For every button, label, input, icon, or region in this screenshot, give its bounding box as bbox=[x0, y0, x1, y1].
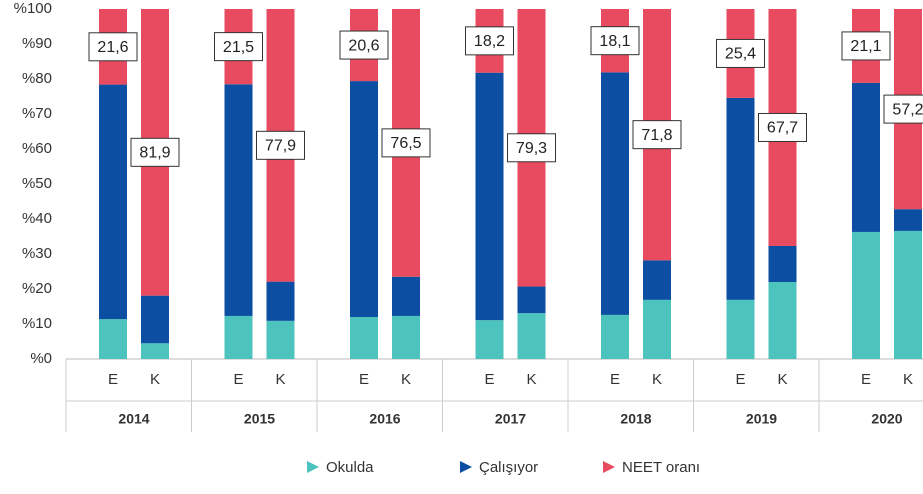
x-tick-label: K bbox=[150, 371, 160, 388]
y-tick-label: %90 bbox=[22, 35, 52, 52]
x-tick-label: E bbox=[610, 371, 620, 388]
value-label: 20,6 bbox=[348, 37, 379, 54]
legend-marker bbox=[603, 461, 615, 473]
value-label: 57,2 bbox=[892, 101, 923, 118]
value-label: 71,8 bbox=[641, 127, 672, 144]
value-label: 76,5 bbox=[390, 135, 421, 152]
value-label: 25,4 bbox=[725, 46, 756, 63]
bar-segment bbox=[99, 84, 127, 320]
bar-segment bbox=[726, 97, 755, 300]
legend-marker bbox=[307, 461, 319, 473]
group-label: 2018 bbox=[620, 411, 651, 427]
y-tick-label: %0 bbox=[30, 350, 52, 367]
value-label-box bbox=[88, 32, 138, 62]
group-label: 2017 bbox=[495, 411, 526, 427]
x-tick-label: K bbox=[401, 371, 411, 388]
value-label-box bbox=[130, 137, 180, 167]
bar-segment bbox=[601, 314, 629, 359]
x-tick-label: K bbox=[777, 371, 787, 388]
value-label: 18,2 bbox=[474, 33, 505, 50]
bar-segment bbox=[392, 276, 420, 316]
y-tick-label: %80 bbox=[22, 70, 52, 87]
y-tick-label: %30 bbox=[22, 245, 52, 262]
value-label-box bbox=[590, 26, 640, 56]
bar-segment bbox=[643, 299, 671, 359]
bar-segment bbox=[894, 209, 922, 231]
value-label-box bbox=[381, 128, 431, 158]
value-label-box bbox=[339, 30, 389, 60]
bar-segment bbox=[392, 315, 420, 359]
group-label: 2016 bbox=[369, 411, 400, 427]
bar-segment bbox=[852, 82, 880, 232]
value-label-box bbox=[883, 94, 923, 124]
x-tick-label: E bbox=[484, 371, 494, 388]
group-label: 2019 bbox=[746, 411, 777, 427]
group-label: 2014 bbox=[118, 411, 149, 427]
x-tick-label: K bbox=[275, 371, 285, 388]
value-label-box bbox=[841, 31, 891, 61]
value-label-box bbox=[632, 120, 682, 150]
bar-segment bbox=[475, 320, 504, 359]
y-tick-label: %50 bbox=[22, 175, 52, 192]
bar-segment bbox=[768, 282, 797, 359]
bar-segment bbox=[852, 231, 880, 359]
value-label: 81,9 bbox=[139, 145, 170, 162]
bar-segment bbox=[141, 343, 169, 359]
value-label: 77,9 bbox=[265, 138, 296, 155]
value-label-box bbox=[214, 32, 263, 62]
bar-segment bbox=[224, 315, 253, 359]
value-label-box bbox=[507, 133, 556, 163]
bar-segment bbox=[266, 320, 295, 359]
y-tick-label: %100 bbox=[14, 0, 52, 17]
value-label-box bbox=[716, 38, 765, 68]
legend-label: NEET oranı bbox=[622, 459, 700, 476]
x-tick-label: K bbox=[652, 371, 662, 388]
legend-label: Okulda bbox=[326, 459, 374, 476]
x-tick-label: E bbox=[861, 371, 871, 388]
value-label: 79,3 bbox=[516, 140, 547, 157]
y-tick-label: %70 bbox=[22, 105, 52, 122]
value-label: 21,5 bbox=[223, 39, 254, 56]
y-tick-label: %40 bbox=[22, 210, 52, 227]
y-tick-label: %20 bbox=[22, 280, 52, 297]
bar-segment bbox=[643, 260, 671, 300]
value-label: 21,6 bbox=[97, 39, 128, 56]
value-label: 18,1 bbox=[599, 33, 630, 50]
value-label: 21,1 bbox=[850, 38, 881, 55]
bar-segment bbox=[350, 317, 378, 359]
x-tick-label: K bbox=[526, 371, 536, 388]
bar-segment bbox=[224, 84, 253, 316]
bar-segment bbox=[517, 286, 546, 314]
x-tick-label: E bbox=[359, 371, 369, 388]
y-tick-label: %10 bbox=[22, 315, 52, 332]
x-tick-label: E bbox=[233, 371, 243, 388]
bar-segment bbox=[350, 81, 378, 317]
group-label: 2015 bbox=[244, 411, 275, 427]
group-label: 2020 bbox=[871, 411, 902, 427]
bar-segment bbox=[601, 72, 629, 315]
bar-segment bbox=[517, 313, 546, 359]
value-label-box bbox=[465, 26, 514, 56]
bar-segment bbox=[894, 230, 922, 359]
bar-segment bbox=[768, 245, 797, 282]
legend-marker bbox=[460, 461, 472, 473]
x-tick-label: K bbox=[903, 371, 913, 388]
value-label-box bbox=[758, 112, 807, 142]
bar-segment bbox=[266, 281, 295, 321]
bar-segment bbox=[475, 72, 504, 321]
y-tick-label: %60 bbox=[22, 140, 52, 157]
x-tick-label: E bbox=[108, 371, 118, 388]
bar-segment bbox=[141, 295, 169, 344]
bar-segment bbox=[99, 319, 127, 359]
bar-segment bbox=[726, 299, 755, 359]
legend-label: Çalışıyor bbox=[479, 459, 538, 476]
value-label-box bbox=[256, 130, 305, 160]
value-label: 67,7 bbox=[767, 120, 798, 137]
x-tick-label: E bbox=[735, 371, 745, 388]
